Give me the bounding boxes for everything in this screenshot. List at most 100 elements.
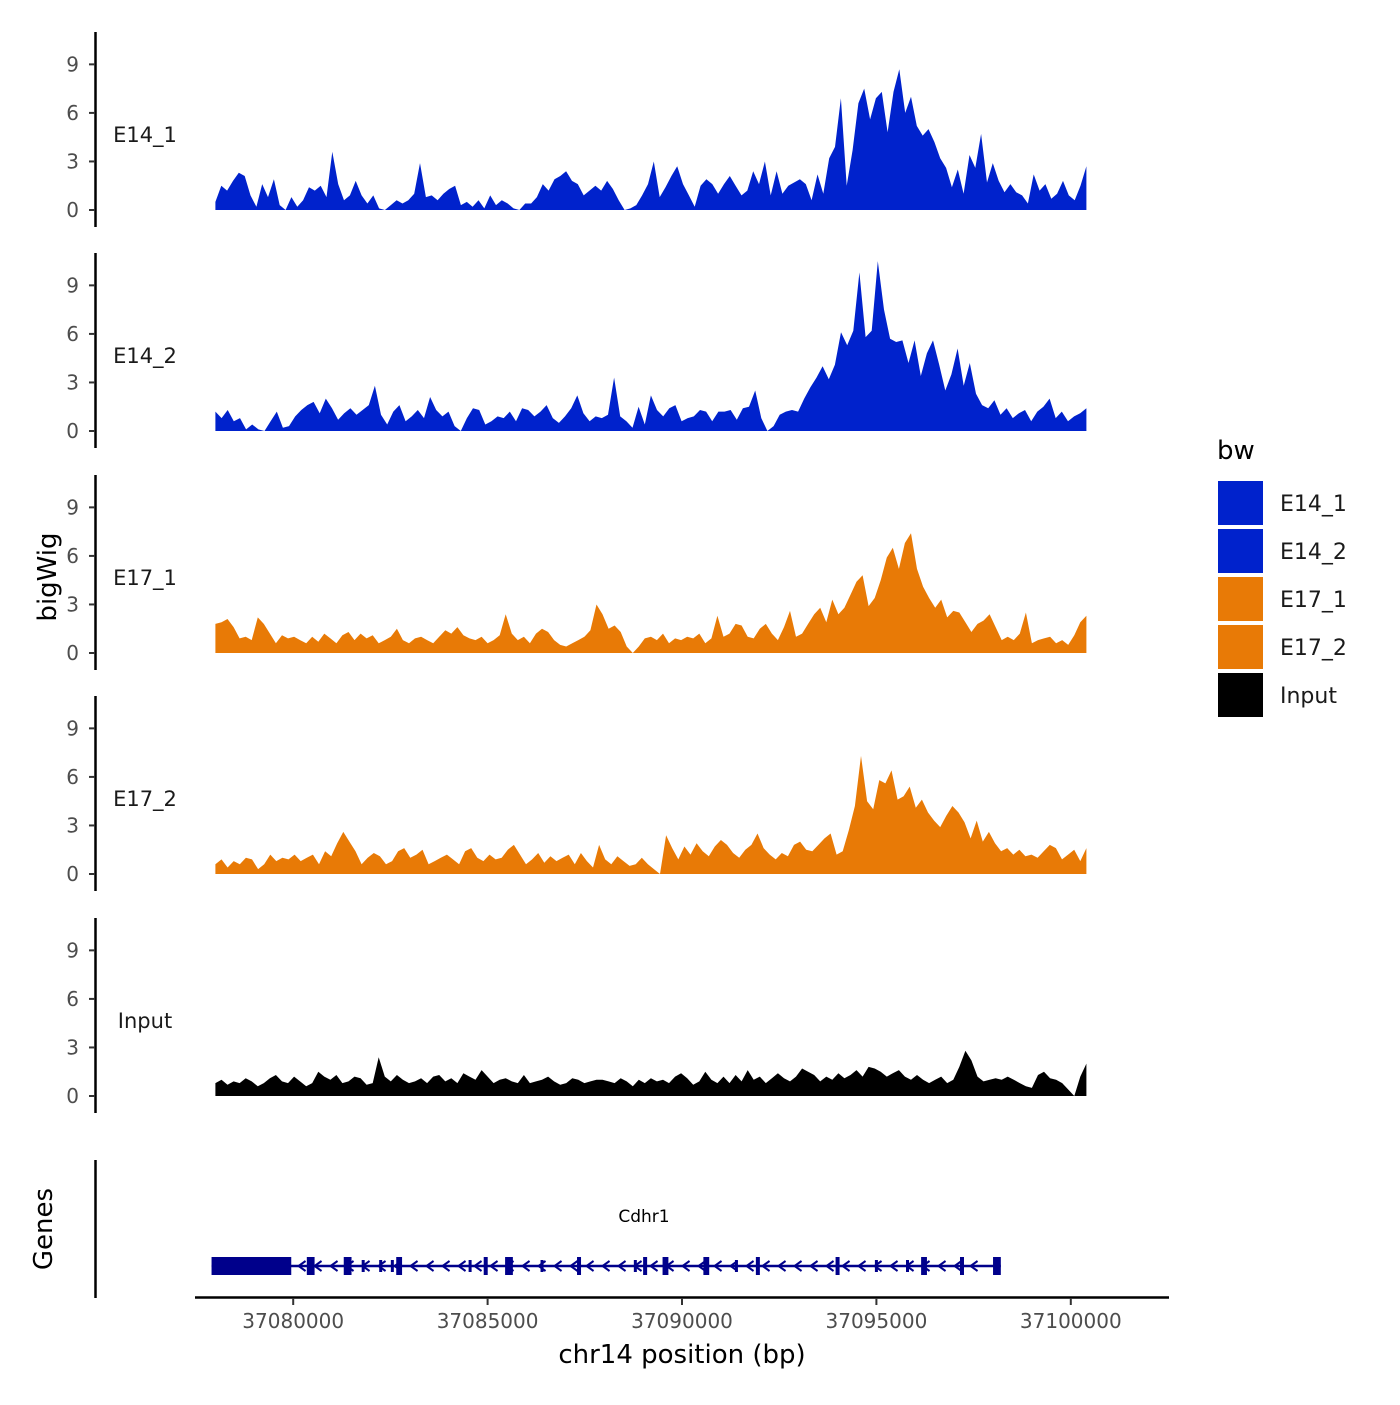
strand-arrow-icon [568,1260,579,1272]
legend-swatch [1218,673,1263,717]
y-tick-label: 0 [66,419,79,443]
gene-exon [211,1257,292,1275]
strand-arrow-icon [872,1260,883,1272]
x-tick-label: 37080000 [242,1309,344,1333]
x-tick-label: 37090000 [631,1309,733,1333]
gene-exon [755,1257,760,1275]
y-tick-label: 0 [66,198,79,222]
strand-arrow-icon [824,1260,835,1272]
tracks-layer: 0 3 6 9 E14_1 0 3 6 9 E14_2 0 3 6 9 E17_1 0 3 6 9 E17_2 0 3 6 9… [66,32,1087,1113]
track-label: E17_1 [113,566,177,591]
strand-arrow-icon [488,1260,499,1272]
legend-label: E17_1 [1280,588,1347,613]
gene-exon [306,1257,315,1275]
legend-label: E14_2 [1280,540,1347,565]
strand-arrow-icon [424,1260,435,1272]
legend-swatch [1218,481,1263,525]
strand-arrow-icon [440,1260,451,1272]
x-axis: 37080000 37085000 37090000 37095000 37100000 [195,1296,1169,1333]
gene-exon [921,1257,927,1275]
gene-exon [662,1257,669,1275]
legend-label: Input [1280,684,1337,709]
gene-exon [483,1257,488,1275]
strand-arrow-icon [968,1260,979,1272]
gene-exon-small [906,1260,910,1272]
y-tick-label: 3 [66,592,79,616]
track-label: E14_2 [113,344,177,369]
y-tick-label: 3 [66,1035,79,1059]
strand-arrow-icon [776,1260,787,1272]
y-tick-label: 9 [66,495,79,519]
legend-title: bw [1217,436,1255,466]
gene-exon [835,1257,840,1275]
signal-area-e17-2 [215,755,1087,874]
y-tick-label: 0 [66,1084,79,1108]
x-tick-label: 37100000 [1020,1309,1122,1333]
gene-exon-small [468,1260,472,1272]
x-tick-label: 37095000 [826,1309,928,1333]
gene-exon [643,1257,648,1275]
signal-area-e14-2 [215,261,1087,431]
y-tick-label: 0 [66,641,79,665]
track-panel-input: 0 3 6 9 Input [66,918,1087,1113]
legend-swatch [1218,577,1263,621]
y-tick-label: 6 [66,101,79,125]
strand-arrow-icon [456,1260,467,1272]
gene-exon [577,1257,582,1275]
strand-arrow-icon [696,1260,707,1272]
gene-exon [703,1257,710,1275]
strand-arrow-icon [616,1260,627,1272]
gene-exon-small [278,1260,282,1272]
strand-arrow-icon [952,1260,963,1272]
signal-area-e14-1 [215,69,1087,210]
gene-exon-small [874,1260,878,1272]
genes-axis-title: Genes [29,1188,59,1270]
y-tick-label: 9 [66,273,79,297]
strand-arrow-icon [296,1260,307,1272]
legend-label: E14_1 [1280,492,1347,517]
gene-exon-small [379,1260,383,1272]
track-panel-e17-1: 0 3 6 9 E17_1 [66,475,1087,670]
gene-exon-small [361,1260,365,1272]
y-tick-label: 3 [66,813,79,837]
y-tick-label: 3 [66,149,79,173]
gene-exon-small [390,1260,394,1272]
strand-arrow-icon [552,1260,563,1272]
strand-arrow-icon [680,1260,691,1272]
y-tick-label: 0 [66,862,79,886]
strand-arrow-icon [328,1260,339,1272]
y-tick-label: 9 [66,716,79,740]
strand-arrow-icon [408,1260,419,1272]
y-tick-label: 9 [66,938,79,962]
strand-arrow-icon [600,1260,611,1272]
y-tick-label: 6 [66,987,79,1011]
y-axis-title: bigWig [33,532,63,621]
gene-exon [959,1257,964,1275]
signal-area-e17-1 [215,533,1087,653]
strand-arrow-icon [744,1260,755,1272]
strand-arrow-icon [808,1260,819,1272]
strand-arrow-icon [648,1260,659,1272]
gene-name-label: Cdhr1 [618,1207,669,1227]
legend-swatch [1218,625,1263,669]
signal-area-input [215,1050,1087,1096]
gene-exon [343,1257,352,1275]
genes-layer: Cdhr1 [94,1160,1001,1298]
y-tick-label: 3 [66,370,79,394]
x-tick-label: 37085000 [437,1309,539,1333]
x-axis-title: chr14 position (bp) [558,1340,805,1370]
gene-exon [993,1257,1001,1275]
gene-exon-small [540,1260,544,1272]
legend-label: E17_2 [1280,636,1347,661]
strand-arrow-icon [520,1260,531,1272]
track-label: E17_2 [113,787,177,812]
track-panel-e14-2: 0 3 6 9 E14_2 [66,253,1087,448]
strand-arrow-icon [472,1260,483,1272]
strand-arrow-icon [376,1260,387,1272]
gene-exon [505,1257,513,1275]
y-tick-label: 6 [66,765,79,789]
strand-arrow-icon [936,1260,947,1272]
track-panel-e14-1: 0 3 6 9 E14_1 [66,32,1087,227]
strand-arrow-icon [760,1260,771,1272]
